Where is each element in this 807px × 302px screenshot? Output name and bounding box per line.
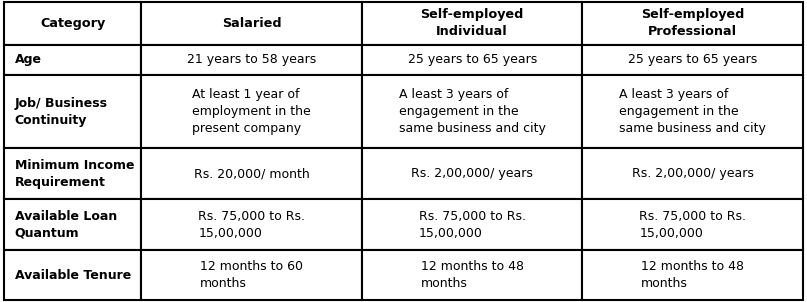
- Bar: [583, 45, 803, 75]
- Text: 12 months to 48
months: 12 months to 48 months: [420, 260, 524, 290]
- Bar: [362, 199, 583, 250]
- Text: Salaried: Salaried: [222, 17, 282, 30]
- Text: At least 1 year of
employment in the
present company: At least 1 year of employment in the pre…: [192, 88, 311, 135]
- Text: Minimum Income
Requirement: Minimum Income Requirement: [15, 159, 134, 189]
- Bar: [4, 250, 141, 300]
- Text: Category: Category: [40, 17, 106, 30]
- Text: Available Loan
Quantum: Available Loan Quantum: [15, 210, 117, 239]
- Bar: [4, 199, 141, 250]
- Text: Age: Age: [15, 53, 41, 66]
- Bar: [583, 75, 803, 148]
- Bar: [141, 45, 362, 75]
- Bar: [141, 148, 362, 199]
- Bar: [4, 75, 141, 148]
- Bar: [141, 199, 362, 250]
- Text: Rs. 75,000 to Rs.
15,00,000: Rs. 75,000 to Rs. 15,00,000: [419, 210, 525, 239]
- Text: A least 3 years of
engagement in the
same business and city: A least 3 years of engagement in the sam…: [619, 88, 766, 135]
- Bar: [4, 45, 141, 75]
- Bar: [362, 45, 583, 75]
- Bar: [4, 148, 141, 199]
- Text: 25 years to 65 years: 25 years to 65 years: [628, 53, 757, 66]
- Text: Available Tenure: Available Tenure: [15, 269, 131, 282]
- Bar: [141, 75, 362, 148]
- Text: Self-employed
Professional: Self-employed Professional: [641, 8, 744, 38]
- Text: 25 years to 65 years: 25 years to 65 years: [408, 53, 537, 66]
- Bar: [583, 148, 803, 199]
- Text: 12 months to 48
months: 12 months to 48 months: [642, 260, 744, 290]
- Text: A least 3 years of
engagement in the
same business and city: A least 3 years of engagement in the sam…: [399, 88, 546, 135]
- Bar: [362, 2, 583, 45]
- Text: 21 years to 58 years: 21 years to 58 years: [187, 53, 316, 66]
- Text: Self-employed
Individual: Self-employed Individual: [420, 8, 524, 38]
- Bar: [583, 199, 803, 250]
- Bar: [4, 2, 141, 45]
- Bar: [362, 250, 583, 300]
- Bar: [141, 250, 362, 300]
- Bar: [362, 148, 583, 199]
- Bar: [362, 75, 583, 148]
- Text: Rs. 75,000 to Rs.
15,00,000: Rs. 75,000 to Rs. 15,00,000: [199, 210, 305, 239]
- Bar: [583, 2, 803, 45]
- Text: Rs. 2,00,000/ years: Rs. 2,00,000/ years: [412, 167, 533, 180]
- Bar: [583, 250, 803, 300]
- Text: Rs. 75,000 to Rs.
15,00,000: Rs. 75,000 to Rs. 15,00,000: [639, 210, 746, 239]
- Text: Rs. 20,000/ month: Rs. 20,000/ month: [194, 167, 310, 180]
- Text: 12 months to 60
months: 12 months to 60 months: [200, 260, 303, 290]
- Text: Job/ Business
Continuity: Job/ Business Continuity: [15, 97, 107, 127]
- Bar: [141, 2, 362, 45]
- Text: Rs. 2,00,000/ years: Rs. 2,00,000/ years: [632, 167, 754, 180]
